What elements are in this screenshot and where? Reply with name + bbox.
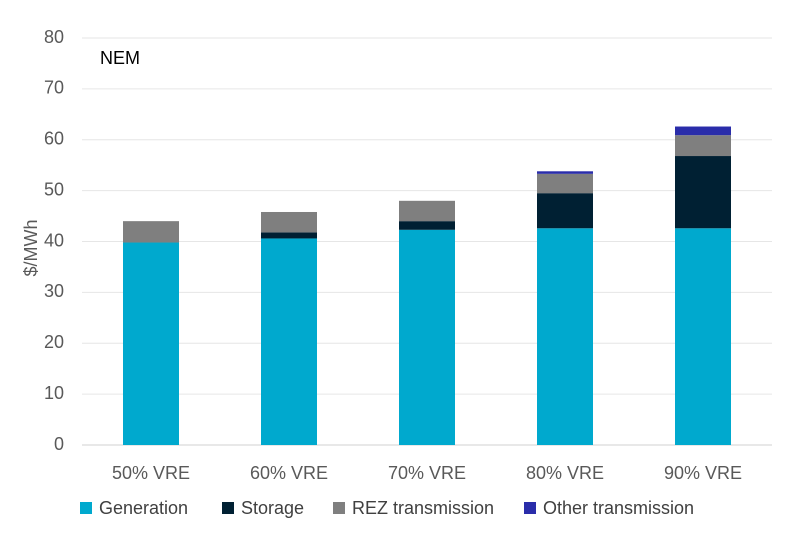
- bar-segment-generation: [675, 228, 731, 445]
- x-tick-label: 70% VRE: [388, 463, 466, 483]
- y-tick-label: 30: [44, 281, 64, 301]
- legend-label: Storage: [241, 498, 304, 518]
- bar-segment-rez-transmission: [399, 200, 455, 222]
- bar-segment-storage: [399, 221, 455, 230]
- legend-swatch: [333, 502, 345, 514]
- y-tick-label: 70: [44, 78, 64, 98]
- y-tick-label: 10: [44, 383, 64, 403]
- bar-segment-other-transmission: [537, 171, 593, 174]
- y-tick-label: 50: [44, 179, 64, 199]
- y-axis-title: $/MWh: [21, 219, 41, 276]
- nem-annotation: NEM: [100, 48, 140, 68]
- legend-item: Other transmission: [524, 498, 694, 518]
- bar-segment-generation: [399, 229, 455, 445]
- legend-swatch: [80, 502, 92, 514]
- y-tick-label: 80: [44, 27, 64, 47]
- y-tick-label: 0: [54, 434, 64, 454]
- bar-segment-storage: [537, 193, 593, 229]
- legend-item: REZ transmission: [333, 498, 494, 518]
- legend-item: Generation: [80, 498, 188, 518]
- legend-label: Other transmission: [543, 498, 694, 518]
- bar-segment-generation: [537, 228, 593, 445]
- y-tick-labels: 0 10 20 30 40 50 60 70 80: [44, 27, 64, 454]
- legend-swatch: [524, 502, 536, 514]
- x-tick-label: 50% VRE: [112, 463, 190, 483]
- legend-swatch: [222, 502, 234, 514]
- legend-label: REZ transmission: [352, 498, 494, 518]
- bar-segment-rez-transmission: [261, 211, 317, 233]
- bar-segment-generation: [123, 242, 179, 445]
- x-tick-label: 80% VRE: [526, 463, 604, 483]
- y-tick-label: 40: [44, 230, 64, 250]
- bar-segment-storage: [261, 232, 317, 239]
- legend-label: Generation: [99, 498, 188, 518]
- bar-segment-generation: [261, 238, 317, 445]
- legend: Generation Storage REZ transmission Other t…: [80, 498, 694, 518]
- legend-item: Storage: [222, 498, 304, 518]
- bar-segment-rez-transmission: [537, 173, 593, 194]
- bar-segment-storage: [675, 156, 731, 229]
- y-tick-label: 60: [44, 129, 64, 149]
- x-tick-label: 90% VRE: [664, 463, 742, 483]
- x-tick-labels: 50% VRE 60% VRE 70% VRE 80% VRE 90% VRE: [112, 463, 742, 483]
- bar-segment-other-transmission: [675, 126, 731, 136]
- bars: [123, 126, 731, 445]
- bar-segment-rez-transmission: [123, 221, 179, 243]
- y-tick-label: 20: [44, 332, 64, 352]
- x-tick-label: 60% VRE: [250, 463, 328, 483]
- bar-segment-rez-transmission: [675, 135, 731, 157]
